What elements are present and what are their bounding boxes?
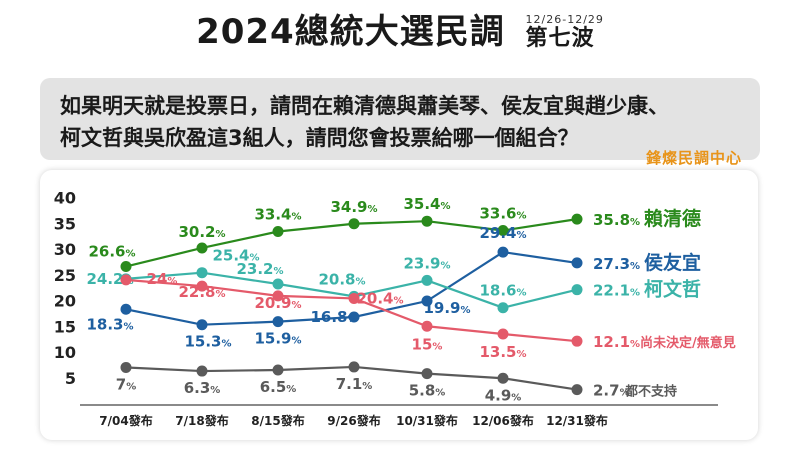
data-label: 18.6%: [479, 282, 526, 300]
data-label: 16.8%: [310, 308, 357, 326]
data-label: 4.9%: [485, 386, 522, 404]
data-point: [571, 213, 583, 225]
data-label: 12.1%: [593, 333, 640, 351]
data-point: [196, 242, 208, 254]
y-tick-label: 5: [65, 369, 76, 388]
data-point: [348, 311, 360, 323]
title-main: 2024總統大選民調: [196, 11, 505, 52]
data-label: 29.4%: [479, 224, 526, 242]
series-name-label: 賴清德: [644, 207, 701, 230]
data-point: [348, 218, 360, 230]
data-label: 20.9%: [254, 294, 301, 312]
data-label: 22.1%: [593, 282, 640, 300]
data-label: 30.2%: [178, 223, 225, 241]
data-point: [421, 368, 433, 380]
data-point: [497, 246, 509, 258]
data-label: 13.5%: [479, 343, 526, 361]
data-label: 26.6%: [88, 243, 135, 261]
data-label: 15.3%: [184, 333, 231, 351]
data-label: 22.8%: [178, 283, 225, 301]
y-tick-label: 25: [54, 266, 76, 285]
page-title: 2024總統大選民調 12/26-12/29 第七波: [0, 8, 800, 54]
data-label: 15.9%: [254, 330, 301, 348]
data-label: 6.3%: [184, 379, 221, 397]
data-point: [120, 361, 132, 373]
data-point: [272, 364, 284, 376]
y-tick-label: 30: [54, 240, 76, 259]
data-label: 18.3%: [86, 315, 133, 333]
line-chart: 5 10 15 20 25 30 35 40 7/04發布 7/18發布 8/15發布 9/26發布 1…: [54, 189, 736, 429]
series-name-label: 柯文哲: [644, 278, 701, 301]
chart-panel: 5 10 15 20 25 30 35 40 7/04發布 7/18發布 8/15發布 9/26發布 1…: [40, 170, 758, 440]
data-label: 15%: [412, 335, 443, 353]
data-label: 33.6%: [479, 204, 526, 222]
data-point: [421, 320, 433, 332]
data-label: 35.8%: [593, 211, 640, 229]
x-tick-label: 8/15發布: [251, 413, 304, 428]
data-label: 34.9%: [330, 198, 377, 216]
data-point: [196, 267, 208, 279]
date-range: 12/26-12/29: [525, 12, 604, 26]
data-point: [272, 225, 284, 237]
data-point: [196, 319, 208, 331]
data-point: [421, 274, 433, 286]
data-label: 35.4%: [403, 195, 450, 213]
wave-label: 第七波: [525, 25, 595, 51]
data-point: [421, 295, 433, 307]
data-point: [272, 316, 284, 328]
data-label: 5.8%: [409, 382, 446, 400]
x-tick-label: 9/26發布: [327, 413, 380, 428]
data-label: 33.4%: [254, 205, 301, 223]
data-point: [272, 290, 284, 302]
data-label: 6.5%: [260, 378, 297, 396]
data-point: [571, 335, 583, 347]
data-point: [272, 278, 284, 290]
data-point: [196, 280, 208, 292]
data-point: [571, 257, 583, 269]
data-label: 27.3%: [593, 255, 640, 273]
data-label: 2.7%: [593, 382, 630, 400]
x-tick-label: 7/18發布: [175, 413, 228, 428]
data-label: 20.4%: [356, 289, 403, 307]
data-label: 19.9%: [423, 299, 470, 317]
data-point: [571, 384, 583, 396]
data-label: 20.8%: [318, 270, 365, 288]
series-name-label: 侯友宜: [644, 251, 701, 274]
data-point: [348, 292, 360, 304]
y-tick-label: 15: [54, 317, 76, 336]
data-point: [196, 365, 208, 377]
question-line-1: 如果明天就是投票日，請問在賴清德與蕭美琴、侯友宜與趙少康、: [60, 94, 669, 118]
y-tick-label: 20: [54, 292, 76, 311]
brand-logo: 鋒燦民調中心: [645, 149, 742, 167]
question-box: 如果明天就是投票日，請問在賴清德與蕭美琴、侯友宜與趙少康、 柯文哲與吳欣盈這3組…: [40, 78, 760, 160]
x-tick-label: 7/04發布: [99, 413, 152, 428]
data-point: [120, 274, 132, 286]
series-name-label: 都不支持: [624, 384, 677, 400]
x-tick-label: 12/31發布: [546, 413, 608, 428]
data-label: 7.1%: [336, 375, 373, 393]
data-label: 25.4%: [212, 247, 259, 265]
data-point: [571, 284, 583, 296]
data-point: [497, 372, 509, 384]
data-point: [497, 302, 509, 314]
x-tick-label: 10/31發布: [396, 413, 458, 428]
data-label: 7%: [116, 375, 136, 393]
data-point: [348, 361, 360, 373]
data-label: 23.9%: [403, 254, 450, 272]
data-point: [497, 224, 509, 236]
data-point: [497, 328, 509, 340]
title-side: 12/26-12/29 第七波: [526, 14, 604, 50]
data-label: 23.2%: [236, 260, 283, 278]
x-tick-label: 12/06發布: [472, 413, 534, 428]
y-tick-label: 35: [54, 214, 76, 233]
y-tick-label: 10: [54, 343, 76, 362]
data-point: [120, 261, 132, 273]
data-point: [421, 215, 433, 227]
y-tick-label: 40: [54, 189, 76, 208]
series-name-label: 尚未決定/無意見: [640, 335, 736, 351]
question-line-2: 柯文哲與吳欣盈這3組人，請問您會投票給哪一個組合？: [60, 126, 579, 150]
data-point: [120, 303, 132, 315]
data-label: 24%: [147, 270, 178, 288]
